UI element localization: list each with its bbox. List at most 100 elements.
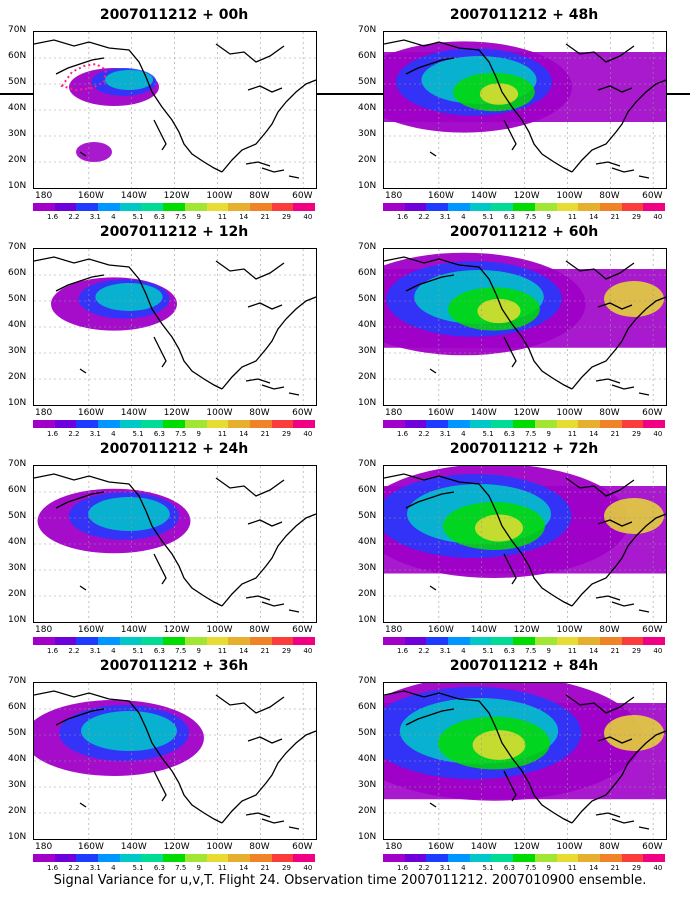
colorbar-swatch — [76, 637, 99, 645]
colorbar-swatch — [556, 203, 579, 211]
forecast-map-panel — [33, 465, 317, 623]
colorbar-swatch — [643, 203, 665, 211]
colorbar-label: 3.1 — [439, 647, 451, 655]
colorbar-label: 7.5 — [175, 647, 187, 655]
latitude-label: 40N — [8, 537, 27, 547]
latitude-label: 60N — [8, 485, 27, 495]
longitude-label: 60W — [292, 842, 313, 852]
colorbar-swatch — [293, 203, 315, 211]
longitude-label: 120W — [163, 191, 190, 201]
colorbar-swatch — [469, 420, 492, 428]
latitude-label: 60N — [358, 51, 377, 61]
latitude-label: 40N — [358, 754, 377, 764]
latitude-label: 40N — [8, 754, 27, 764]
latitude-label: 20N — [8, 589, 27, 599]
colorbar-swatch — [404, 854, 427, 862]
longitude-label: 120W — [513, 625, 540, 635]
latitude-label: 50N — [358, 728, 377, 738]
latitude-label: 30N — [8, 346, 27, 356]
colorbar-label: 9 — [546, 864, 551, 872]
colorbar-swatch — [141, 203, 164, 211]
colorbar-label: 29 — [282, 430, 291, 438]
latitude-label: 70N — [358, 459, 377, 469]
colorbar-label: 5.1 — [132, 213, 144, 221]
latitude-label: 40N — [358, 320, 377, 330]
longitude-label: 120W — [513, 191, 540, 201]
colorbar-swatch — [54, 637, 77, 645]
colorbar-swatch — [141, 854, 164, 862]
colorbar-swatch — [534, 637, 557, 645]
colorbar-swatch — [33, 854, 55, 862]
colorbar-label: 9 — [546, 213, 551, 221]
longitude-label: 180 — [35, 625, 53, 635]
colorbar-label: 21 — [260, 864, 270, 872]
colorbar-label: 1.6 — [47, 430, 59, 438]
latitude-label: 10N — [8, 181, 27, 191]
latitude-label: 10N — [358, 832, 377, 842]
latitude-label: 40N — [8, 103, 27, 113]
colorbar-swatch — [163, 854, 185, 862]
colorbar — [383, 420, 665, 428]
colorbar-swatch — [119, 203, 142, 211]
latitude-label: 40N — [358, 103, 377, 113]
colorbar-swatch — [228, 637, 250, 645]
colorbar-swatch — [76, 203, 99, 211]
colorbar-swatch — [448, 854, 470, 862]
colorbar-label: 5.1 — [132, 647, 144, 655]
colorbar-swatch — [491, 854, 514, 862]
latitude-label: 70N — [8, 459, 27, 469]
colorbar-swatch — [184, 420, 207, 428]
colorbar-label: 4 — [111, 864, 116, 872]
colorbar-swatch — [448, 420, 470, 428]
colorbar-swatch — [228, 854, 250, 862]
colorbar-label: 2.2 — [68, 864, 80, 872]
panel-title: 2007011212 + 72h — [449, 441, 599, 457]
colorbar — [33, 637, 315, 645]
longitude-label: 160W — [427, 191, 454, 201]
latitude-label: 30N — [8, 129, 27, 139]
colorbar-label: 11 — [567, 430, 577, 438]
latitude-label: 70N — [358, 242, 377, 252]
colorbar-swatch — [184, 854, 207, 862]
colorbar-label: 29 — [632, 864, 641, 872]
colorbar-label: 1.6 — [397, 213, 409, 221]
colorbar-label: 7.5 — [175, 213, 187, 221]
latitude-label: 20N — [358, 589, 377, 599]
latitude-label: 70N — [358, 25, 377, 35]
longitude-label: 180 — [35, 842, 53, 852]
colorbar-label: 3.1 — [89, 430, 101, 438]
colorbar-label: 14 — [589, 213, 599, 221]
latitude-label: 60N — [358, 702, 377, 712]
latitude-label: 10N — [8, 615, 27, 625]
colorbar-swatch — [76, 420, 99, 428]
colorbar-label: 14 — [239, 647, 249, 655]
latitude-label: 50N — [358, 511, 377, 521]
colorbar-label: 11 — [567, 213, 577, 221]
colorbar-label: 9 — [546, 647, 551, 655]
longitude-label: 60W — [292, 625, 313, 635]
colorbar-label: 3.1 — [439, 864, 451, 872]
colorbar-swatch — [491, 203, 514, 211]
colorbar-label: 1.6 — [47, 864, 59, 872]
colorbar-swatch — [119, 420, 142, 428]
colorbar-label: 1.6 — [47, 213, 59, 221]
colorbar-label: 6.3 — [153, 430, 165, 438]
colorbar-swatch — [163, 637, 185, 645]
longitude-label: 80W — [599, 625, 620, 635]
longitude-label: 60W — [642, 408, 663, 418]
longitude-label: 80W — [599, 191, 620, 201]
latitude-label: 20N — [8, 806, 27, 816]
colorbar-swatch — [228, 203, 250, 211]
latitude-label: 60N — [8, 702, 27, 712]
longitude-label: 60W — [642, 842, 663, 852]
colorbar-label: 21 — [610, 864, 620, 872]
colorbar-swatch — [141, 420, 164, 428]
colorbar-swatch — [206, 203, 229, 211]
longitude-label: 140W — [470, 191, 497, 201]
colorbar-swatch — [293, 420, 315, 428]
colorbar-label: 14 — [589, 647, 599, 655]
longitude-label: 160W — [427, 408, 454, 418]
colorbar-swatch — [33, 420, 55, 428]
longitude-label: 80W — [249, 408, 270, 418]
longitude-label: 140W — [470, 842, 497, 852]
